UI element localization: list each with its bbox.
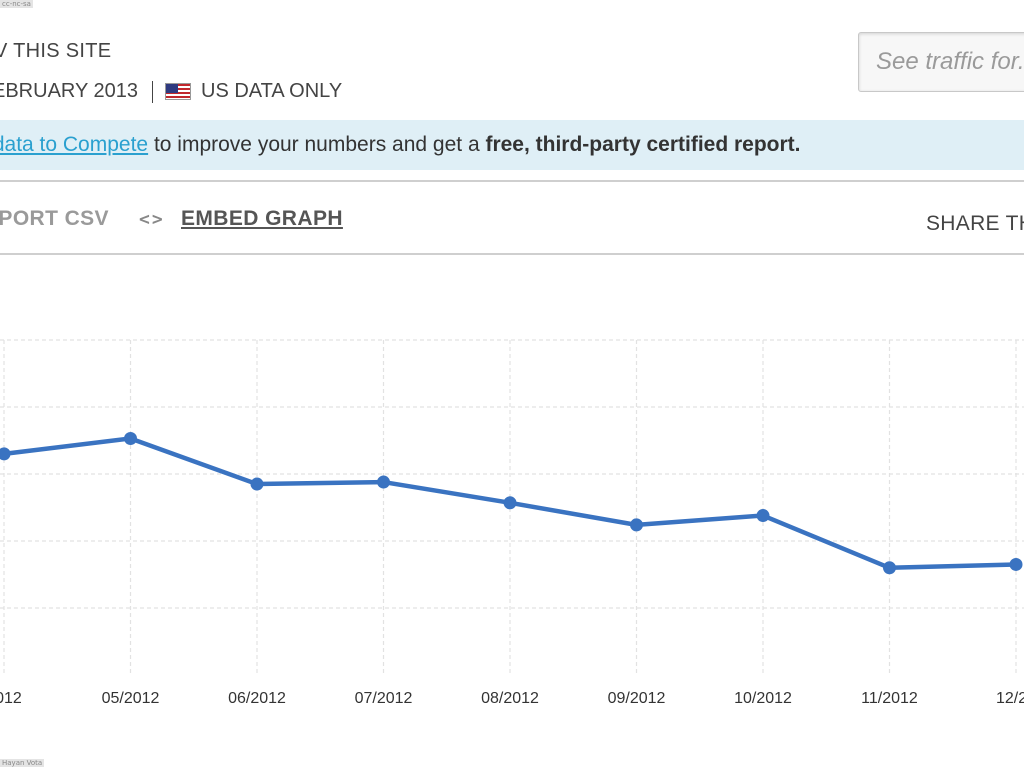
traffic-search-input[interactable] <box>858 32 1024 92</box>
author-watermark: Hayan Vota <box>0 759 45 767</box>
promo-link[interactable]: fic data to Compete <box>0 133 149 156</box>
share-button[interactable]: SHARE TH <box>926 212 1024 235</box>
x-tick-label: 07/2012 <box>355 690 413 707</box>
x-tick-label: 12/20 <box>996 690 1024 707</box>
data-point <box>503 496 517 510</box>
license-watermark: cc-nc-sa <box>0 0 33 8</box>
x-tick-label: 11/2012 <box>861 690 918 707</box>
x-tick-label: 10/2012 <box>734 690 792 707</box>
x-tick-label: 2012 <box>0 690 22 707</box>
data-point <box>250 477 264 491</box>
data-point <box>124 431 137 445</box>
x-tick-label: 05/2012 <box>102 690 160 707</box>
export-csv-button[interactable]: XPORT CSV <box>0 207 109 230</box>
data-point <box>1009 557 1023 571</box>
data-point <box>883 561 896 575</box>
traffic-line-chart: 2012 05/2012 06/2012 07/2012 08/2012 09/2012 1… <box>0 339 1024 707</box>
x-tick-label: 06/2012 <box>228 690 286 707</box>
promo-text: fic data to Compete to improve your numb… <box>0 133 801 157</box>
chart-toolbar: XPORT CSV <> EMBED GRAPH SHARE TH <box>0 180 1024 255</box>
embed-graph-button[interactable]: EMBED GRAPH <box>181 207 343 230</box>
meta-divider <box>152 80 154 103</box>
site-header-title: V THIS SITE <box>0 40 112 62</box>
promo-middle-text: to improve your numbers and get a <box>148 133 486 156</box>
region-label: US DATA ONLY <box>201 80 343 102</box>
data-point <box>0 447 11 461</box>
promo-strong-text: free, third-party certified report. <box>485 133 801 156</box>
data-point <box>756 509 770 523</box>
us-flag-icon <box>165 83 192 100</box>
data-point <box>377 475 390 489</box>
promo-bar: fic data to Compete to improve your numb… <box>0 120 1024 170</box>
data-point <box>630 518 643 532</box>
meta-row: EBRUARY 2013 US DATA ONLY <box>0 80 342 103</box>
date-range-label: EBRUARY 2013 <box>0 80 139 102</box>
embed-code-icon[interactable]: <> <box>139 209 165 230</box>
x-tick-label: 09/2012 <box>608 690 666 707</box>
x-tick-label: 08/2012 <box>481 690 539 707</box>
